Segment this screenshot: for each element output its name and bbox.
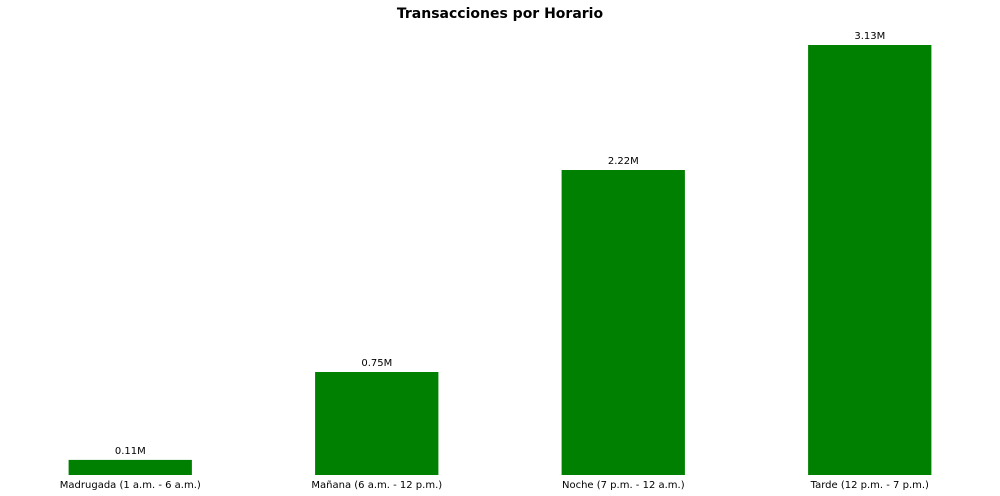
bar	[68, 459, 192, 475]
bar	[808, 45, 932, 475]
x-tick-labels-group: Madrugada (1 a.m. - 6 a.m.) Mañana (6 a.m…	[60, 480, 929, 491]
bars-group	[68, 45, 932, 475]
x-tick-label: Madrugada (1 a.m. - 6 a.m.)	[60, 480, 201, 491]
x-tick-label: Noche (7 p.m. - 12 a.m.)	[562, 480, 685, 491]
bar-value-label: 3.13M	[854, 31, 885, 42]
x-tick-label: Tarde (12 p.m. - 7 p.m.)	[810, 480, 929, 491]
bar	[561, 170, 685, 475]
value-labels-group: 0.11M 0.75M 2.22M 3.13M	[115, 31, 885, 457]
bar	[315, 372, 439, 475]
bar-value-label: 0.11M	[115, 446, 146, 457]
bar-value-label: 0.75M	[361, 358, 392, 369]
x-tick-label: Mañana (6 a.m. - 12 p.m.)	[311, 480, 442, 491]
bar-value-label: 2.22M	[608, 156, 639, 167]
chart-title: Transacciones por Horario	[397, 6, 604, 22]
